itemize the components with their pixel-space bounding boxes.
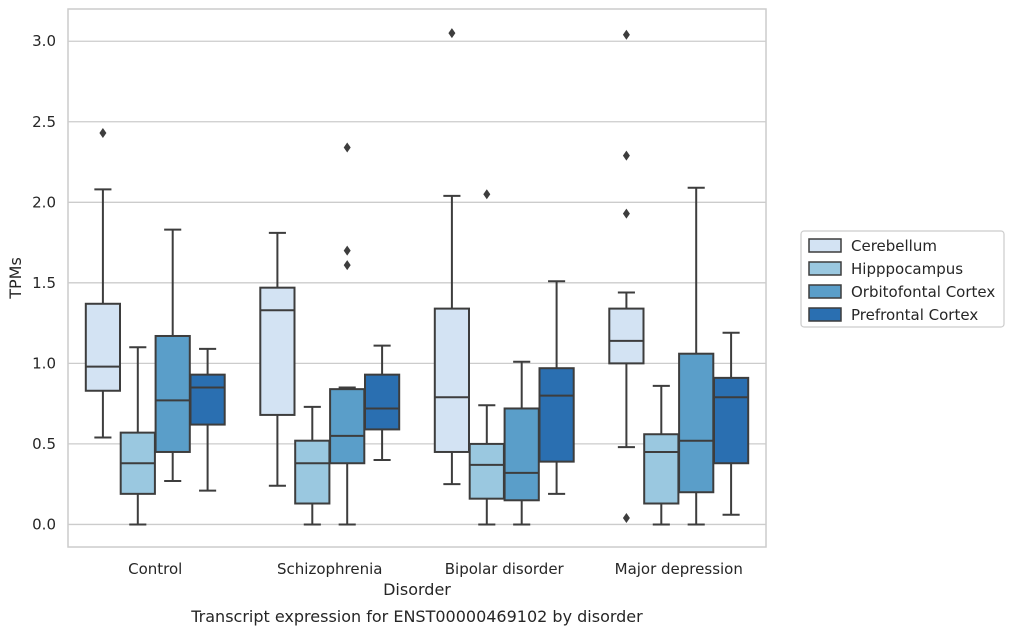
- y-tick-label: 0.0: [32, 515, 56, 533]
- legend-label: Orbitofontal Cortex: [851, 283, 995, 301]
- y-tick-label: 3.0: [32, 32, 56, 50]
- box-iqr: [294, 439, 331, 505]
- legend-swatch: [808, 238, 842, 253]
- box: [259, 231, 296, 487]
- box-iqr: [468, 442, 505, 500]
- outlier-point: [483, 189, 491, 200]
- box-iqr: [608, 307, 645, 365]
- plot-frame: [67, 8, 767, 548]
- box: [363, 344, 401, 462]
- legend-label: Hipppocampus: [851, 260, 963, 278]
- box: [643, 384, 680, 526]
- box: [154, 228, 191, 482]
- box: [294, 405, 331, 526]
- outlier-point: [622, 208, 630, 219]
- box: [189, 347, 226, 492]
- box: [433, 28, 471, 486]
- y-tick-labels: 0.0 0.5 1.0 1.5 2.0 2.5 3.0: [32, 32, 56, 533]
- legend-frame: [800, 230, 1005, 328]
- box-iqr: [363, 373, 401, 431]
- box: [503, 360, 540, 526]
- box-iqr: [643, 433, 680, 505]
- y-tick-label: 2.5: [32, 113, 56, 131]
- box: [678, 186, 715, 526]
- box-iqr: [329, 388, 366, 465]
- box: [712, 331, 750, 516]
- outlier-point: [622, 150, 630, 161]
- box: [538, 280, 575, 495]
- legend-label: Cerebellum: [851, 237, 937, 255]
- legend-swatch: [808, 307, 842, 322]
- box-iqr: [189, 373, 226, 426]
- x-tick-labels: Control Schizophrenia Bipolar disorder Majo…: [128, 560, 743, 578]
- y-tick-label: 2.0: [32, 193, 56, 211]
- x-axis-label: Disorder: [383, 580, 451, 599]
- y-tick-label: 1.0: [32, 354, 56, 372]
- legend-swatch: [808, 261, 842, 276]
- box-iqr: [503, 407, 540, 502]
- legend: Cerebellum Hipppocampus Orbitofontal Corte…: [800, 230, 1005, 328]
- box: [119, 346, 156, 526]
- box-iqr: [678, 352, 715, 494]
- box: [608, 29, 645, 524]
- chart-caption: Transcript expression for ENST0000046910…: [190, 607, 643, 626]
- y-tick-label: 1.5: [32, 274, 56, 292]
- outlier-point: [343, 245, 351, 256]
- box-iqr: [712, 376, 750, 465]
- box: [468, 189, 505, 526]
- legend-swatch: [808, 284, 842, 299]
- outlier-point: [448, 28, 456, 39]
- outlier-point: [343, 142, 351, 153]
- x-tick-label: Bipolar disorder: [445, 560, 565, 578]
- box-groups: [84, 28, 750, 526]
- legend-label: Prefrontal Cortex: [851, 306, 978, 324]
- box: [329, 142, 366, 526]
- outlier-point: [343, 260, 351, 271]
- box-iqr: [84, 302, 122, 392]
- y-tick-label: 0.5: [32, 435, 56, 453]
- outlier-point: [622, 513, 630, 524]
- box-iqr: [154, 334, 191, 453]
- y-axis-label: TPMs: [6, 257, 25, 300]
- box-iqr: [259, 286, 296, 416]
- x-tick-label: Control: [128, 560, 182, 578]
- outlier-point: [622, 29, 630, 40]
- x-tick-label: Schizophrenia: [277, 560, 382, 578]
- x-tick-label: Major depression: [615, 560, 743, 578]
- box: [84, 128, 122, 439]
- box-iqr: [538, 367, 575, 463]
- outlier-point: [99, 128, 107, 139]
- box-iqr: [433, 307, 471, 453]
